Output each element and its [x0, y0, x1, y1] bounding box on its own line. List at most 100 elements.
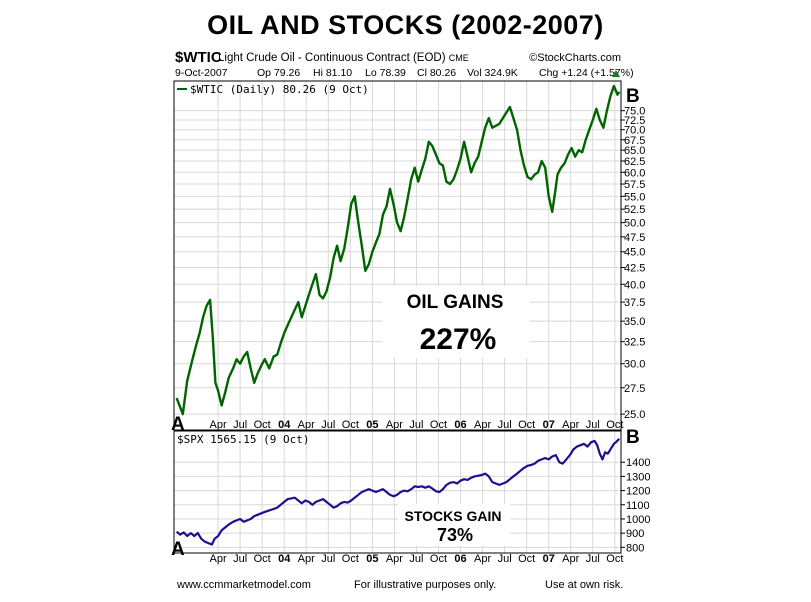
spx-x-tick-label: 06 [454, 553, 466, 565]
spx-y-tick-label: 800 [626, 542, 644, 554]
oil-x-tick-label: 04 [278, 419, 291, 431]
oil-y-tick-label: 70.0 [624, 125, 645, 137]
credit: ©StockCharts.com [529, 52, 621, 64]
footer-disclaimer: For illustrative purposes only. [354, 579, 497, 591]
oil-y-tick-label: 62.5 [624, 156, 645, 168]
oil-y-tick-label: 32.5 [624, 337, 645, 349]
spx-y-tick-label: 900 [626, 528, 644, 540]
spx-grid [174, 431, 621, 553]
oil-y-tick-label: 40.0 [624, 279, 645, 291]
description-text: Light Crude Oil - Continuous Contract (E… [218, 52, 446, 64]
oil-y-tick-label: 67.5 [624, 135, 645, 147]
marker-b-oil: B [626, 86, 640, 107]
high-label: Hi [313, 67, 323, 79]
stocks-annotation-box [398, 504, 510, 546]
vol-value: 324.9K [484, 67, 518, 79]
spx-x-tick-label: Apr [298, 553, 315, 565]
oil-x-tick-label: Oct [518, 419, 535, 431]
oil-y-tick-label: 27.5 [624, 383, 645, 395]
exchange: CME [448, 53, 469, 63]
oil-y-tick-label: 37.5 [624, 297, 645, 309]
oil-series-label: $WTIC (Daily) 80.26 (9 Oct) [190, 83, 369, 96]
oil-x-tick-label: Oct [254, 419, 271, 431]
open-label: Op [257, 67, 272, 79]
stocks-gain-value: 73% [437, 525, 473, 545]
spx-x-tick-label: Apr [562, 553, 579, 565]
oil-y-tick-label: 65.0 [624, 145, 645, 157]
spx-series-line [175, 438, 621, 546]
oil-x-tick-label: 07 [543, 419, 555, 431]
quote-low: Lo 78.39 [365, 67, 406, 79]
quote-open: Op 79.26 [257, 67, 300, 79]
oil-y-tick-label: 75.0 [624, 106, 645, 118]
spx-x-tick-label: Oct [606, 553, 623, 565]
oil-gains-label: OIL GAINS [407, 292, 504, 313]
oil-y-tick-label: 42.5 [624, 263, 645, 275]
high-value: 81.10 [325, 67, 353, 79]
oil-annotation-box [382, 286, 530, 358]
spx-y-tick-label: 1300 [626, 471, 650, 483]
oil-x-tick-label: Apr [474, 419, 491, 431]
spx-x-tick-label: Oct [254, 553, 271, 565]
oil-x-tick-label: Jul [409, 419, 423, 431]
marker-a-spx: A [171, 539, 185, 560]
spx-x-axis: Apr Jul Oct 04 Apr Jul Oct 05 Apr Jul Oct 06 Apr Jul O… [210, 553, 624, 565]
chg-label: Chg [539, 67, 559, 79]
oil-panel-frame [173, 80, 622, 431]
footer-risk: Use at own risk. [545, 579, 624, 591]
oil-grid [174, 81, 621, 430]
quote-date: 9-Oct-2007 [175, 67, 228, 79]
oil-x-axis: Apr Jul Oct 04 Apr Jul Oct 05 Apr Jul Oct 06 Apr Jul O… [210, 419, 624, 431]
oil-x-tick-label: Jul [321, 419, 335, 431]
oil-y-tick-label: 25.0 [624, 409, 645, 421]
spx-y-tick-label: 1100 [626, 500, 650, 512]
spx-x-tick-label: 05 [366, 553, 378, 565]
oil-x-tick-label: Oct [342, 419, 359, 431]
oil-y-tick-label: 50.0 [624, 218, 645, 230]
symbol: $WTIC [175, 49, 222, 66]
spx-x-tick-label: Jul [498, 553, 512, 565]
spx-x-tick-label: Jul [409, 553, 423, 565]
spx-x-tick-label: Jul [321, 553, 335, 565]
close-value: 80.26 [429, 67, 457, 79]
quote-high: Hi 81.10 [313, 67, 352, 79]
vol-label: Vol [467, 67, 482, 79]
oil-y-tick-label: 55.0 [624, 191, 645, 203]
marker-a-oil: A [171, 414, 185, 435]
spx-x-tick-label: Apr [474, 553, 491, 565]
spx-x-tick-label: Oct [518, 553, 535, 565]
oil-y-tick-label: 30.0 [624, 359, 645, 371]
footer-website: www.ccmmarketmodel.com [177, 579, 311, 591]
oil-series-line [175, 84, 621, 416]
oil-x-tick-label: 05 [366, 419, 378, 431]
quote-row: 9-Oct-2007 Op 79.26 Hi 81.10 Lo 78.39 Cl… [175, 67, 634, 81]
spx-y-tick-label: 1400 [626, 457, 650, 469]
oil-x-tick-label: Jul [586, 419, 600, 431]
spx-y-tick-label: 1000 [626, 514, 650, 526]
oil-y-tick-label: 57.5 [624, 179, 645, 191]
oil-x-tick-label: Apr [562, 419, 579, 431]
oil-x-tick-label: Apr [386, 419, 403, 431]
page-title: OIL AND STOCKS (2002-2007) [207, 10, 604, 40]
spx-x-tick-label: 07 [543, 553, 555, 565]
spx-x-tick-label: Apr [210, 553, 227, 565]
oil-y-tick-label: 35.0 [624, 316, 645, 328]
quote-close: Cl 80.26 [417, 67, 456, 79]
spx-series-label: $SPX 1565.15 (9 Oct) [177, 433, 309, 446]
oil-y-tick-label: 52.5 [624, 204, 645, 216]
spx-y-tick-label: 1200 [626, 486, 650, 498]
oil-y-tick-label: 60.0 [624, 167, 645, 179]
contract-description: Light Crude Oil - Continuous Contract (E… [218, 52, 469, 64]
quote-volume: Vol 324.9K [467, 67, 518, 79]
stocks-gain-label: STOCKS GAIN [405, 508, 502, 524]
oil-x-tick-label: Jul [498, 419, 512, 431]
oil-y-axis: 25.0 27.5 30.0 32.5 35.0 37.5 40.0 42.5 45.0 47.5… [621, 106, 645, 421]
up-arrow-icon [612, 70, 620, 77]
oil-x-tick-label: Apr [298, 419, 315, 431]
oil-y-tick-label: 47.5 [624, 232, 645, 244]
oil-y-tick-label: 72.5 [624, 115, 645, 127]
oil-y-tick-label: 45.0 [624, 247, 645, 259]
spx-panel-frame [173, 430, 622, 554]
spx-x-tick-label: Jul [233, 553, 247, 565]
